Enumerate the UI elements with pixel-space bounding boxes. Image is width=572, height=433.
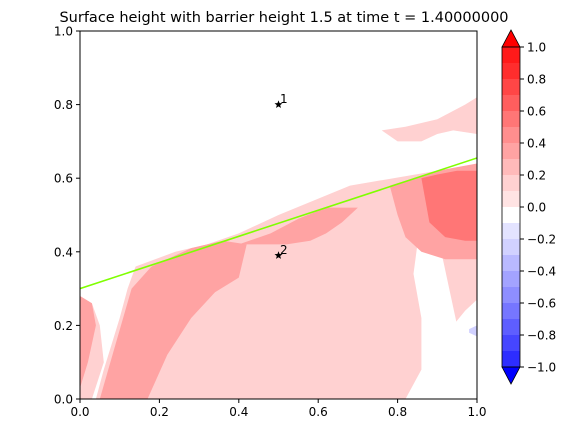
colorbar-segment	[502, 223, 520, 240]
colorbar-segment	[502, 335, 520, 352]
y-tick-label: 0.4	[54, 245, 73, 259]
barrier-line	[80, 157, 477, 290]
chart-title: Surface height with barrier height 1.5 a…	[59, 10, 508, 26]
contour-region-3	[381, 97, 477, 142]
markers: 12	[274, 92, 288, 259]
colorbar-segment	[502, 351, 520, 368]
colorbar-segment	[502, 271, 520, 288]
colorbar-tick-label: 0.2	[527, 169, 546, 183]
y-tick-label: 0.0	[54, 393, 73, 407]
colorbar-segment	[502, 159, 520, 176]
colorbar-segment	[502, 255, 520, 272]
y-tick-label: 1.0	[54, 25, 73, 39]
y-axis: 0.0 0.2 0.4 0.6 0.8 1.0	[54, 25, 80, 407]
colorbar-segment	[502, 111, 520, 128]
plot-frame	[79, 30, 478, 400]
marker-star-1	[274, 100, 283, 108]
plot-area: 12	[79, 30, 478, 400]
x-tick-label: 0.6	[309, 405, 328, 419]
colorbar-segment	[502, 239, 520, 256]
colorbar-segment	[502, 79, 520, 96]
x-tick-label: 0.8	[388, 405, 407, 419]
colorbar-tick-label: −0.4	[527, 265, 556, 279]
x-tick-label: 1.0	[467, 405, 486, 419]
x-tick-label: 0.0	[70, 405, 89, 419]
colorbar-segment	[502, 287, 520, 304]
colorbar-segment	[502, 175, 520, 192]
colorbar-ticks: 1.0 0.8 0.6 0.4 0.2 0.0 −0.2 −0.4 −0.6 −0.8 −1.0	[520, 41, 556, 375]
contour-region-1	[95, 170, 438, 399]
contour-region-8	[421, 170, 477, 241]
colorbar-tick-label: 1.0	[527, 41, 546, 55]
colorbar-segment	[502, 47, 520, 64]
colorbar-segment	[502, 303, 520, 320]
marker-label-2: 2	[280, 243, 288, 257]
contour-regions	[80, 97, 477, 399]
colorbar-tick-label: 0.0	[527, 201, 546, 215]
colorbar-segment	[502, 319, 520, 336]
contour-region-9	[409, 299, 477, 399]
contour-region-4	[80, 296, 96, 388]
marker-star-2	[274, 251, 283, 259]
colorbar-tick-label: −1.0	[527, 361, 556, 375]
x-tick-label: 0.4	[229, 405, 248, 419]
colorbar-segment	[502, 95, 520, 112]
colorbar-tick-label: −0.6	[527, 297, 556, 311]
colorbar-tick-label: 0.8	[527, 73, 546, 87]
contour-region-10	[469, 325, 477, 337]
colorbar-segment	[502, 127, 520, 144]
colorbar-tick-label: 0.6	[527, 105, 546, 119]
colorbar-segment	[502, 63, 520, 80]
contour-region-6	[238, 207, 358, 245]
colorbar-segment	[502, 191, 520, 208]
y-tick-label: 0.2	[54, 319, 73, 333]
marker-label-1: 1	[280, 92, 288, 106]
x-tick-label: 0.2	[150, 405, 169, 419]
y-tick-label: 0.8	[54, 98, 73, 112]
colorbar-tick-label: 0.4	[527, 137, 546, 151]
y-tick-label: 0.6	[54, 172, 73, 186]
colorbar-tick-label: −0.8	[527, 329, 556, 343]
colorbar-extend-top	[501, 29, 521, 48]
colorbar-segment	[502, 143, 520, 160]
contour-region-5	[99, 240, 247, 399]
x-axis: 0.0 0.2 0.4 0.6 0.8 1.0	[70, 399, 487, 419]
colorbar-segment	[502, 207, 520, 224]
colorbar-extend-bottom	[501, 366, 521, 385]
colorbar	[501, 29, 521, 385]
colorbar-tick-label: −0.2	[527, 233, 556, 247]
